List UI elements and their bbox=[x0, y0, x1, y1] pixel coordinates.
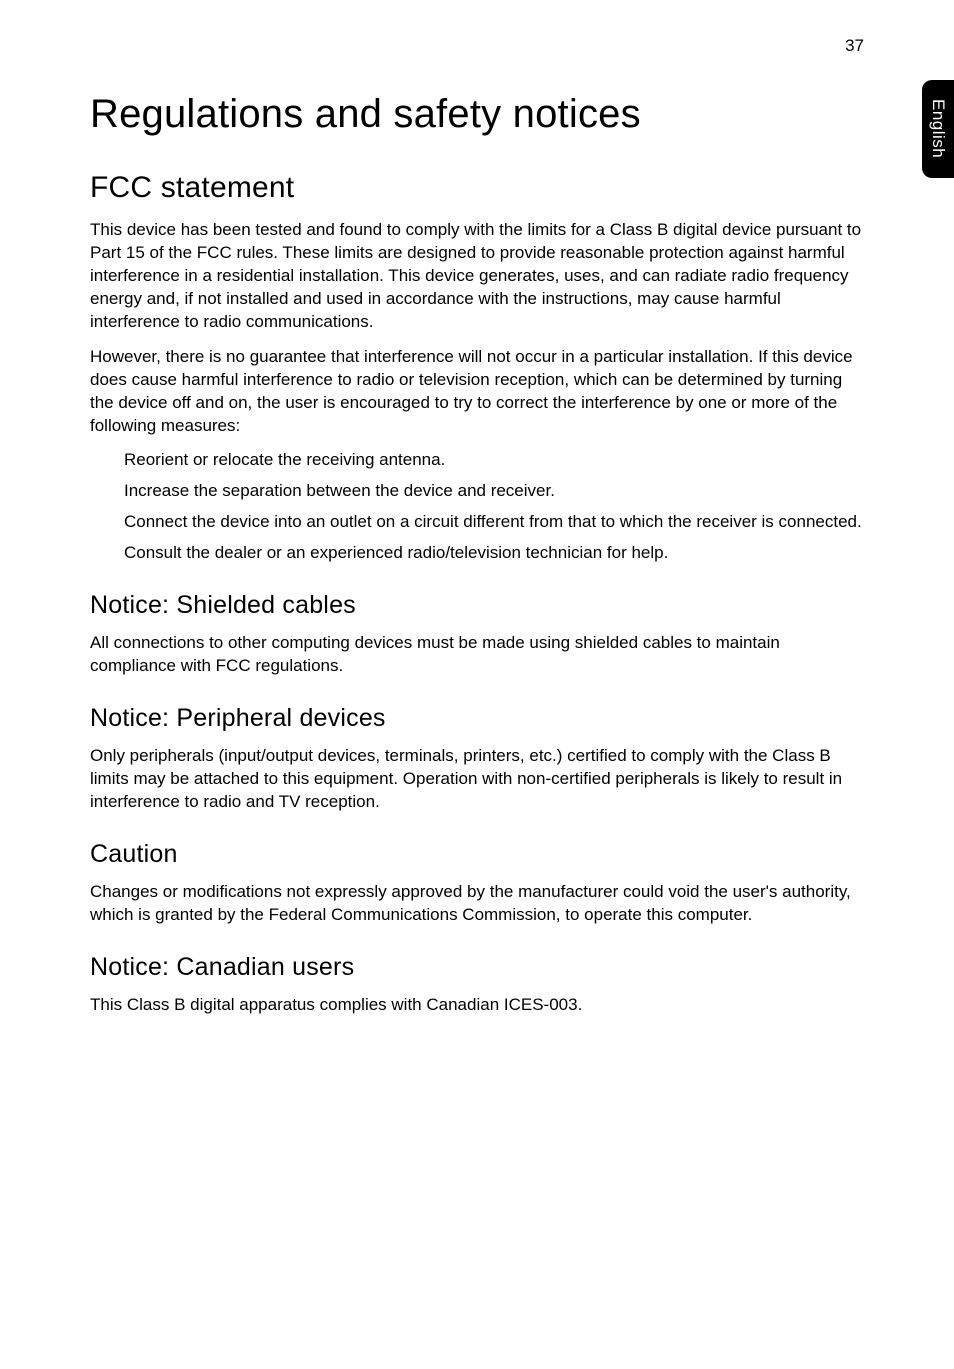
measures-list: Reorient or relocate the receiving anten… bbox=[90, 449, 864, 565]
language-tab: English bbox=[922, 80, 954, 178]
section-heading-fcc: FCC statement bbox=[90, 171, 864, 205]
page-number: 37 bbox=[845, 36, 864, 56]
body-paragraph: Changes or modifications not expressly a… bbox=[90, 881, 864, 927]
list-item: Consult the dealer or an experienced rad… bbox=[124, 542, 864, 565]
section-heading-caution: Caution bbox=[90, 840, 864, 869]
body-paragraph: However, there is no guarantee that inte… bbox=[90, 346, 864, 438]
list-item: Connect the device into an outlet on a c… bbox=[124, 511, 864, 534]
section-heading-canadian: Notice: Canadian users bbox=[90, 953, 864, 982]
section-heading-peripheral: Notice: Peripheral devices bbox=[90, 704, 864, 733]
body-paragraph: This Class B digital apparatus complies … bbox=[90, 994, 864, 1017]
body-paragraph: This device has been tested and found to… bbox=[90, 219, 864, 334]
list-item: Reorient or relocate the receiving anten… bbox=[124, 449, 864, 472]
page-title: Regulations and safety notices bbox=[90, 92, 864, 137]
body-paragraph: All connections to other computing devic… bbox=[90, 632, 864, 678]
body-paragraph: Only peripherals (input/output devices, … bbox=[90, 745, 864, 814]
section-heading-shielded: Notice: Shielded cables bbox=[90, 591, 864, 620]
list-item: Increase the separation between the devi… bbox=[124, 480, 864, 503]
